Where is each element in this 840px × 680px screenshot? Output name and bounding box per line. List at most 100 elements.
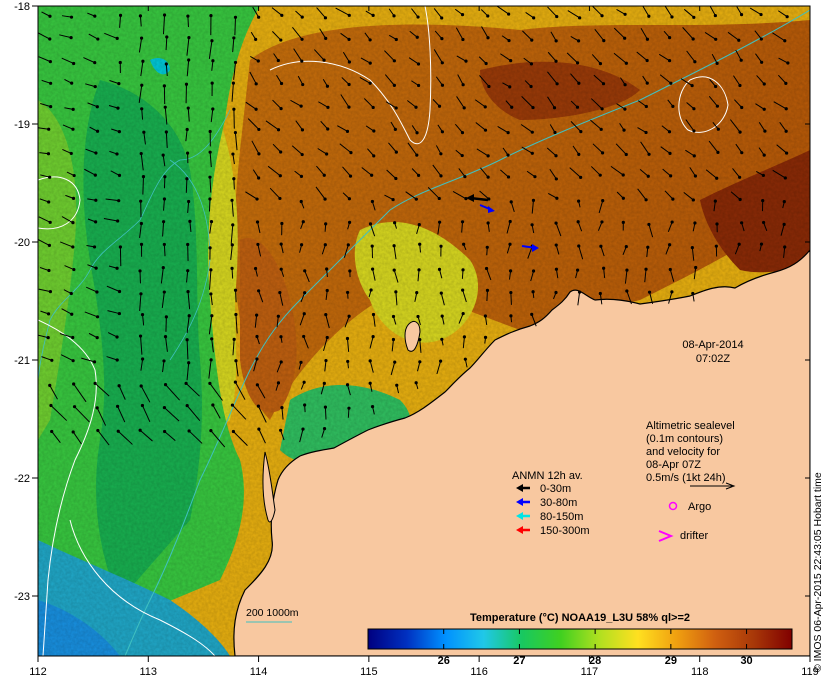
velocity-arrow-head xyxy=(554,221,558,225)
velocity-arrow-head xyxy=(323,405,328,409)
velocity-arrow-head xyxy=(253,266,258,271)
velocity-arrow-head xyxy=(48,37,52,41)
velocity-arrow-head xyxy=(483,335,488,339)
velocity-arrow xyxy=(62,148,72,154)
velocity-arrow-head xyxy=(529,62,534,66)
velocity-arrow-head xyxy=(462,106,466,110)
velocity-arrow xyxy=(547,6,558,17)
velocity-arrow-head xyxy=(345,129,350,133)
velocity-arrow-head xyxy=(279,335,283,339)
velocity-arrow xyxy=(555,244,560,255)
velocity-arrow xyxy=(49,385,58,400)
velocity-arrow-head xyxy=(667,59,672,63)
velocity-arrow xyxy=(208,315,213,335)
velocity-arrow-head xyxy=(279,267,283,271)
velocity-arrow-head xyxy=(372,129,376,133)
velocity-arrow-head xyxy=(48,60,52,64)
velocity-arrow xyxy=(300,292,306,303)
velocity-arrow-head xyxy=(394,290,398,294)
velocity-arrow xyxy=(117,406,126,423)
velocity-arrow-head xyxy=(325,267,329,271)
velocity-arrow xyxy=(479,75,490,87)
velocity-arrow-head xyxy=(231,223,235,227)
velocity-arrow-head xyxy=(692,154,696,158)
velocity-arrow-head xyxy=(208,175,212,179)
velocity-arrow xyxy=(62,124,74,130)
velocity-arrow xyxy=(138,85,143,103)
velocity-arrow xyxy=(773,101,787,110)
velocity-arrow xyxy=(360,57,371,64)
velocity-arrow-head xyxy=(92,245,97,249)
altimetry-note-line: (0.1m contours) xyxy=(646,433,723,445)
velocity-arrow xyxy=(341,77,350,85)
velocity-arrow-head xyxy=(280,406,284,410)
velocity-arrow-head xyxy=(72,267,76,272)
velocity-arrow-head xyxy=(394,37,398,42)
velocity-arrow xyxy=(599,293,603,305)
velocity-arrow xyxy=(730,191,741,200)
velocity-arrow-head xyxy=(484,266,489,271)
velocity-arrow xyxy=(458,313,464,324)
velocity-arrow-head xyxy=(138,334,143,338)
velocity-arrow xyxy=(295,120,303,131)
velocity-arrow-head xyxy=(487,84,491,89)
velocity-arrow-head xyxy=(598,173,602,177)
velocity-arrow xyxy=(456,55,467,62)
velocity-arrow xyxy=(141,405,151,423)
velocity-arrow xyxy=(664,6,673,18)
velocity-arrow-head xyxy=(209,219,214,224)
velocity-arrow-head xyxy=(460,13,465,17)
velocity-arrow-head xyxy=(92,360,97,364)
velocity-arrow xyxy=(661,125,670,133)
velocity-arrow-head xyxy=(117,82,121,86)
velocity-arrow xyxy=(165,36,168,51)
velocity-arrow xyxy=(433,8,443,19)
velocity-arrow-head xyxy=(162,197,167,201)
velocity-arrow-head xyxy=(72,61,76,66)
velocity-arrow xyxy=(209,221,212,234)
velocity-arrow-head xyxy=(623,107,627,111)
lat-tick-label: -18 xyxy=(14,1,30,13)
velocity-arrow-head xyxy=(509,314,513,318)
velocity-arrow xyxy=(547,96,555,109)
velocity-arrow xyxy=(686,102,695,110)
velocity-arrow xyxy=(523,57,532,65)
colorbar-ramp xyxy=(367,628,793,650)
velocity-arrow xyxy=(186,270,189,283)
velocity-arrow xyxy=(546,147,557,157)
colorbar-tick-label: 30 xyxy=(740,655,752,667)
lon-tick-label: 114 xyxy=(250,666,268,678)
velocity-arrow xyxy=(658,53,670,62)
velocity-arrow-head xyxy=(740,221,744,225)
velocity-arrow-head xyxy=(621,173,625,177)
velocity-arrow-head xyxy=(369,288,373,292)
velocity-arrow-head xyxy=(255,313,259,317)
velocity-arrow-head xyxy=(393,360,397,364)
velocity-arrow xyxy=(440,292,445,306)
velocity-arrow-head xyxy=(645,37,650,41)
velocity-arrow xyxy=(257,244,262,257)
lon-tick-label: 115 xyxy=(360,666,378,678)
velocity-arrow-head xyxy=(690,83,694,88)
velocity-arrow-head xyxy=(784,81,788,85)
velocity-arrow xyxy=(230,244,233,260)
velocity-arrow-head xyxy=(233,380,237,384)
velocity-arrow-head xyxy=(554,154,558,158)
velocity-arrow-head xyxy=(485,245,489,249)
velocity-arrow xyxy=(51,431,61,443)
velocity-arrow-head xyxy=(324,312,328,317)
velocity-arrow-head xyxy=(371,105,375,110)
velocity-arrow xyxy=(496,6,509,15)
velocity-arrow xyxy=(462,336,465,349)
velocity-arrow-head xyxy=(93,381,97,386)
velocity-arrow-head xyxy=(439,174,443,178)
velocity-arrow-head xyxy=(463,357,467,361)
velocity-arrow xyxy=(234,17,236,36)
velocity-arrow xyxy=(777,74,787,84)
velocity-arrow-head xyxy=(414,381,418,385)
velocity-arrow-head xyxy=(692,129,696,133)
velocity-arrow xyxy=(772,32,786,42)
velocity-arrow xyxy=(187,291,191,310)
velocity-arrow xyxy=(61,308,72,315)
velocity-arrow-head xyxy=(668,151,672,155)
